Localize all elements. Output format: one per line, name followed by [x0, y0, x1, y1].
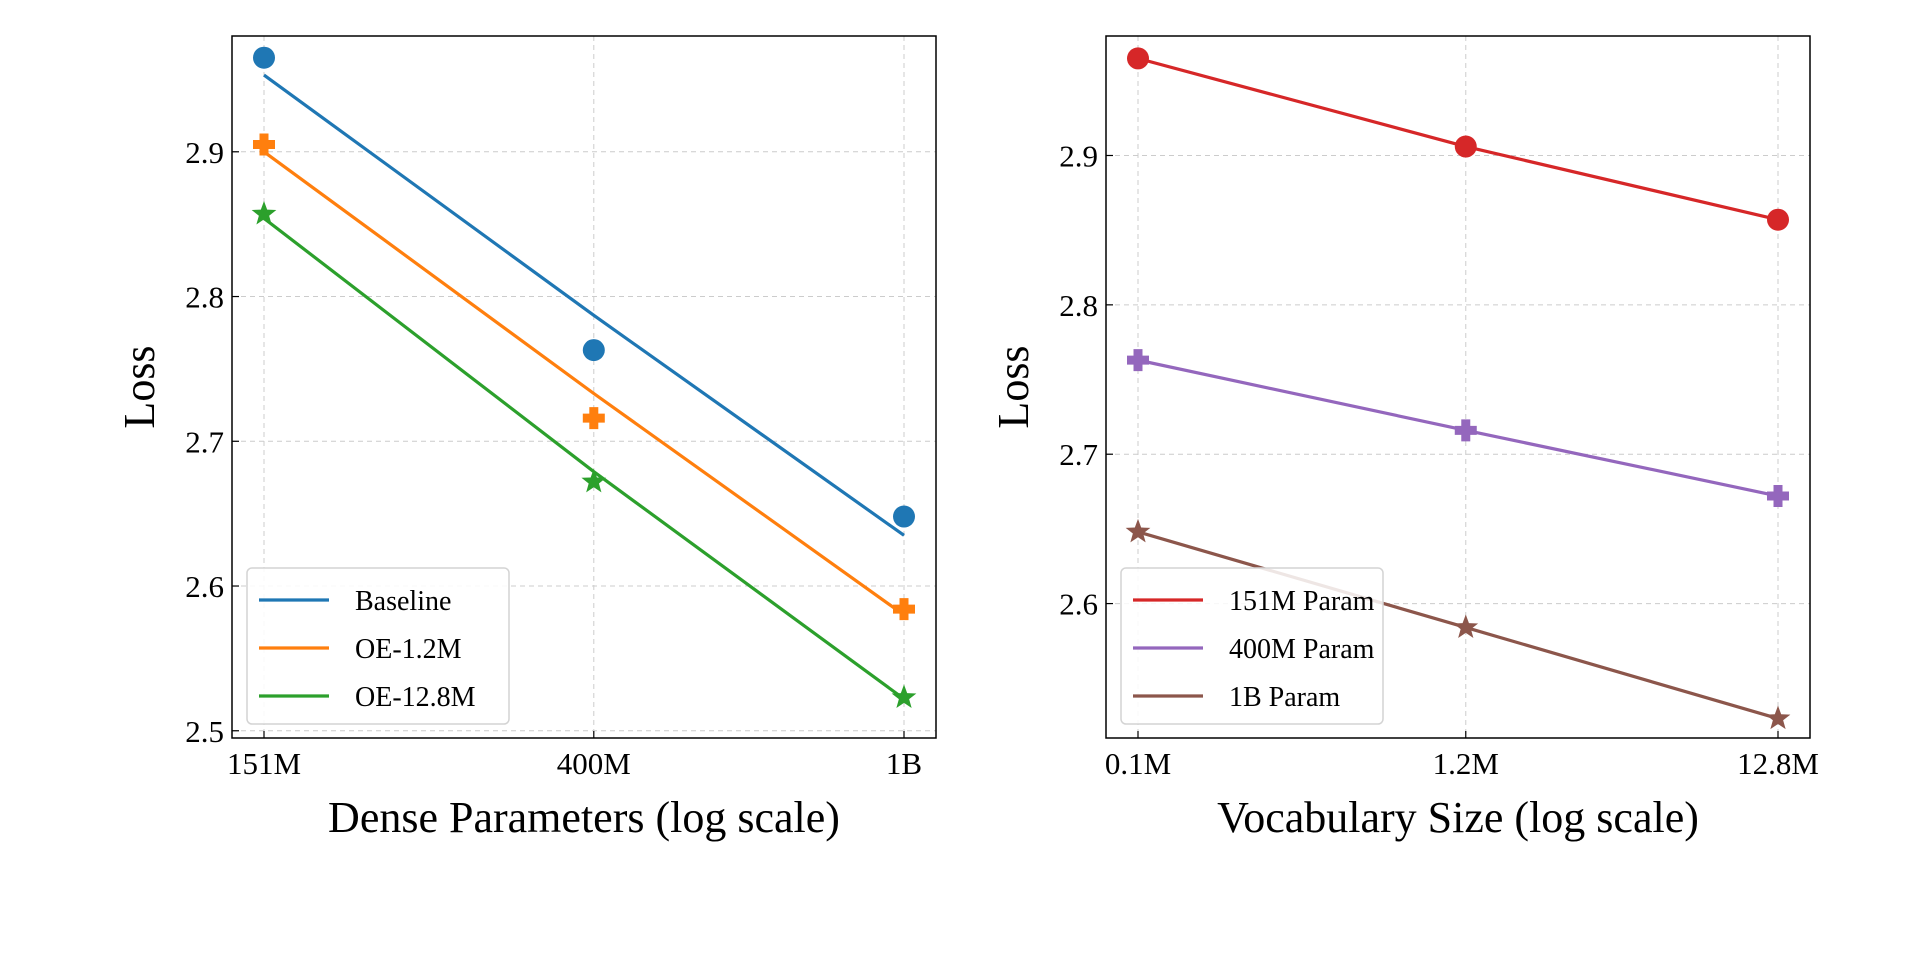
chart-dense-parameters: 151M 400M 1B 2.5 2.6 2.7 2.8 2.9 Dense Parameter… [115, 35, 937, 842]
x-tick-label: 1B [886, 746, 922, 781]
y-tick-label: 2.7 [185, 424, 224, 459]
y-tick-label: 2.6 [185, 569, 224, 604]
legend-label: 400M Param [1229, 634, 1375, 665]
data-point [1454, 135, 1477, 158]
legend-label: Baseline [355, 586, 451, 617]
series-400m-param [1127, 349, 1789, 508]
series-baseline [253, 46, 915, 537]
y-tick-label: 2.9 [185, 135, 224, 170]
x-axis-title: Vocabulary Size (log scale) [1217, 793, 1699, 842]
series-oe-1-2m [253, 133, 915, 621]
y-tick-label: 2.9 [1059, 138, 1098, 173]
plot-frame [231, 35, 937, 739]
x-axis-title: Dense Parameters (log scale) [328, 793, 840, 842]
x-tick-label: 1.2M [1433, 746, 1499, 781]
data-point [253, 133, 275, 156]
series-oe-12-8m [251, 201, 917, 708]
y-tick-label: 2.5 [185, 714, 224, 749]
chart-vocabulary-size: 0.1M 1.2M 12.8M 2.6 2.7 2.8 2.9 Vocabulary Size… [989, 35, 1819, 842]
x-tick-label: 12.8M [1737, 746, 1819, 781]
legend-box [246, 567, 510, 725]
x-tick-label: 400M [557, 746, 631, 781]
data-point [891, 684, 917, 708]
y-tick-label: 2.6 [1059, 587, 1098, 622]
data-point [1127, 349, 1149, 372]
x-tick-label: 151M [227, 746, 301, 781]
legend-label: 151M Param [1229, 586, 1375, 617]
plot-frame [1105, 35, 1811, 739]
y-tick-label: 2.7 [1059, 437, 1098, 472]
legend-box [1120, 567, 1384, 725]
data-point [253, 46, 275, 69]
y-axis-title: Loss [989, 345, 1038, 428]
data-point [1767, 485, 1789, 508]
data-point [1765, 705, 1791, 730]
y-tick-label: 2.8 [185, 280, 224, 315]
y-tick-label: 2.8 [1059, 288, 1098, 323]
data-point [893, 505, 915, 528]
data-point [1127, 47, 1149, 70]
data-point [893, 598, 915, 621]
y-axis-title: Loss [115, 345, 164, 428]
series-151m-param [1127, 47, 1789, 231]
data-point [582, 407, 605, 430]
series-1b-param [1125, 518, 1791, 730]
data-point [1453, 614, 1479, 638]
legend-label: OE-1.2M [355, 634, 462, 665]
x-tick-label: 0.1M [1105, 746, 1171, 781]
legend-label: 1B Param [1229, 682, 1340, 713]
data-point [1125, 518, 1151, 543]
data-point [251, 201, 277, 225]
data-point [582, 339, 605, 362]
series-line [263, 150, 905, 617]
data-point [1454, 419, 1477, 442]
legend: Baseline OE-1.2M OE-12.8M [246, 567, 510, 725]
series-line [263, 73, 905, 537]
legend: 151M Param 400M Param 1B Param [1120, 567, 1384, 725]
data-point [581, 468, 607, 493]
legend-label: OE-12.8M [355, 682, 476, 713]
data-point [1767, 208, 1789, 231]
